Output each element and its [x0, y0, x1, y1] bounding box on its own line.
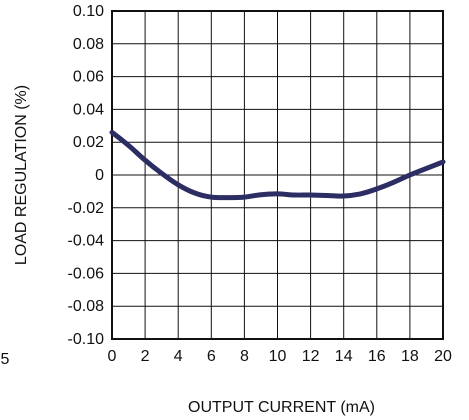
- stray-label: 5: [1, 351, 10, 368]
- x-tick-label: 6: [207, 348, 216, 365]
- x-axis-title: OUTPUT CURRENT (mA): [188, 399, 375, 416]
- x-tick-label: 14: [335, 348, 353, 365]
- plot-frame: [111, 10, 444, 340]
- x-tick-label: 18: [401, 348, 419, 365]
- x-tick-label: 12: [302, 348, 320, 365]
- y-axis-title: LOAD REGULATION (%): [13, 85, 30, 265]
- x-tick-label: 8: [240, 348, 249, 365]
- x-tick-label: 16: [368, 348, 386, 365]
- y-tick-labels: 0.10 0.08 0.06 0.04 0.02 0 -0.02 -0.04 -0.06 -0.0…: [68, 3, 105, 348]
- y-tick-label: 0: [95, 167, 104, 184]
- y-tick-label: -0.04: [68, 233, 105, 250]
- y-tick-label: -0.10: [68, 331, 105, 348]
- y-tick-label: -0.02: [68, 200, 105, 217]
- y-tick-label: -0.06: [68, 265, 105, 282]
- x-tick-label: 4: [174, 348, 183, 365]
- y-tick-label: 0.06: [73, 69, 104, 86]
- y-tick-label: 0.08: [73, 36, 104, 53]
- x-tick-label: 2: [141, 348, 150, 365]
- y-tick-label: 0.10: [73, 3, 104, 20]
- y-tick-label: 0.02: [73, 134, 104, 151]
- x-tick-label: 20: [434, 348, 452, 365]
- y-tick-label: 0.04: [73, 101, 104, 118]
- x-tick-labels: 0 2 4 6 8 10 12 14 16 18 20: [108, 348, 452, 365]
- y-tick-label: -0.08: [68, 298, 105, 315]
- x-tick-label: 0: [108, 348, 117, 365]
- series-line-load-regulation: [109, 129, 446, 201]
- x-tick-label: 10: [269, 348, 287, 365]
